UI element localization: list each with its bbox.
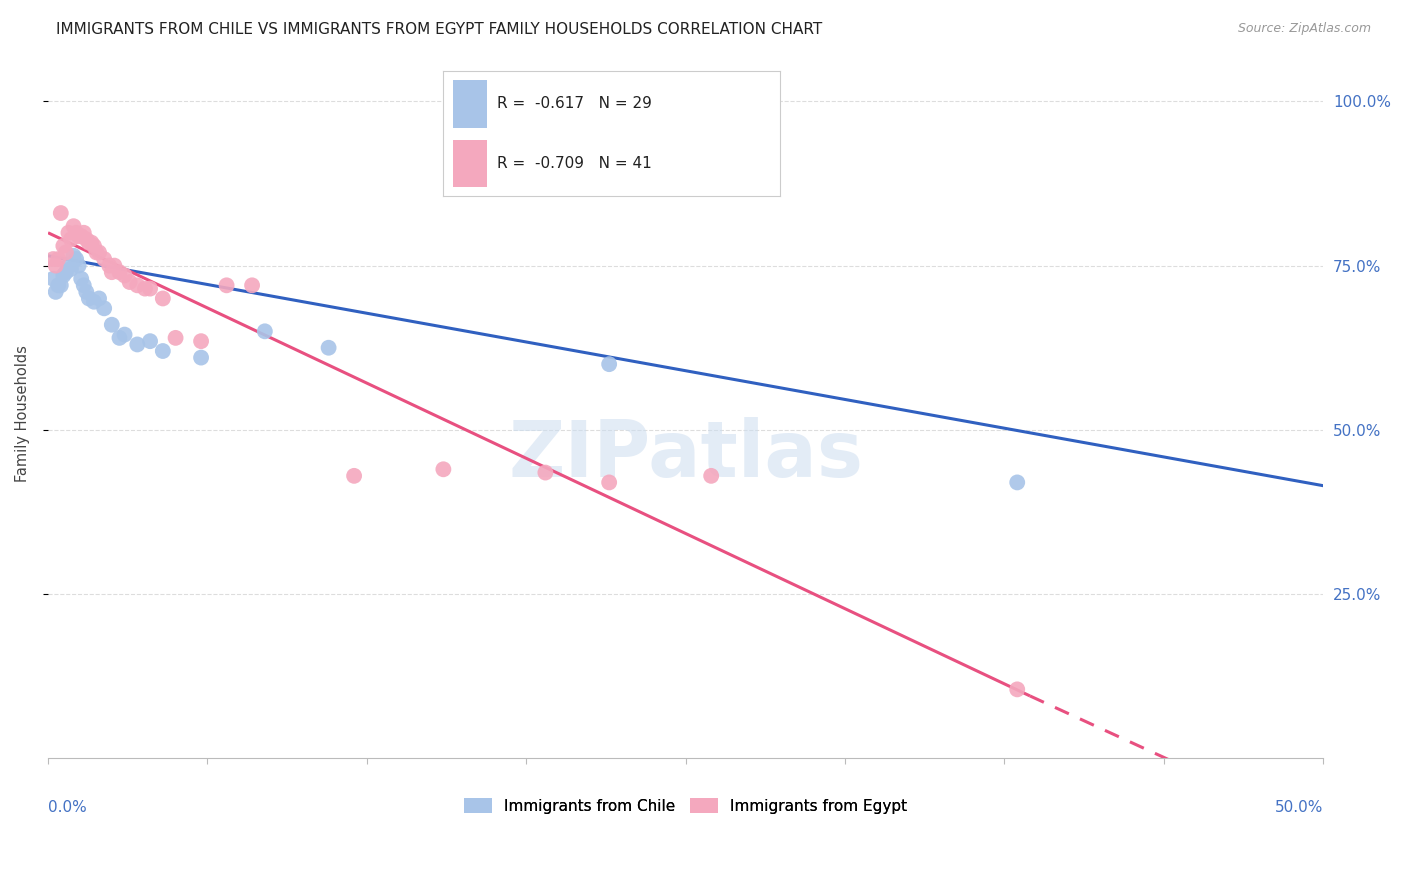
Point: [70, 229, 93, 244]
Point: [52, 239, 75, 253]
Point: [432, 462, 454, 476]
Point: [73, 278, 96, 293]
Point: [62, 249, 84, 263]
Point: [42, 272, 65, 286]
Point: [58, 259, 80, 273]
Text: 0.0%: 0.0%: [48, 800, 87, 814]
Point: [139, 334, 162, 348]
Point: [55, 245, 77, 260]
Point: [134, 282, 156, 296]
Point: [49, 278, 72, 293]
Point: [45, 259, 67, 273]
Point: [75, 285, 97, 299]
Point: [118, 275, 141, 289]
Text: 50.0%: 50.0%: [1275, 800, 1323, 814]
Legend: Immigrants from Chile, Immigrants from Egypt: Immigrants from Chile, Immigrants from E…: [458, 791, 914, 820]
Point: [65, 252, 87, 266]
Point: [83, 294, 105, 309]
Point: [77, 292, 100, 306]
Bar: [453, 140, 486, 187]
Point: [52, 268, 75, 283]
Point: [152, 344, 174, 359]
Point: [165, 331, 187, 345]
Point: [253, 324, 276, 338]
Point: [598, 475, 620, 490]
Point: [700, 468, 723, 483]
Point: [101, 265, 124, 279]
Text: R =  -0.617   N = 29: R = -0.617 N = 29: [496, 96, 652, 112]
Point: [598, 357, 620, 371]
Point: [83, 239, 105, 253]
Point: [103, 259, 125, 273]
Point: [77, 235, 100, 250]
Point: [108, 265, 131, 279]
Point: [93, 252, 115, 266]
Point: [190, 334, 212, 348]
Point: [1005, 682, 1028, 697]
Point: [98, 259, 121, 273]
Point: [60, 232, 83, 246]
Point: [127, 337, 149, 351]
Point: [46, 278, 69, 293]
Point: [60, 261, 83, 276]
Point: [93, 301, 115, 316]
Point: [73, 226, 96, 240]
Point: [49, 206, 72, 220]
Y-axis label: Family Households: Family Households: [15, 345, 30, 482]
Point: [101, 318, 124, 332]
Point: [87, 245, 110, 260]
Point: [58, 226, 80, 240]
Point: [114, 327, 136, 342]
Point: [62, 219, 84, 234]
Bar: [453, 80, 486, 128]
Point: [55, 265, 77, 279]
Point: [45, 285, 67, 299]
Point: [75, 232, 97, 246]
Point: [215, 278, 238, 293]
Point: [152, 292, 174, 306]
Point: [240, 278, 263, 293]
Point: [343, 468, 366, 483]
Point: [80, 235, 103, 250]
Point: [318, 341, 340, 355]
Text: IMMIGRANTS FROM CHILE VS IMMIGRANTS FROM EGYPT FAMILY HOUSEHOLDS CORRELATION CHA: IMMIGRANTS FROM CHILE VS IMMIGRANTS FROM…: [56, 22, 823, 37]
Point: [139, 282, 162, 296]
Point: [87, 292, 110, 306]
Point: [86, 245, 108, 260]
Text: ZIPatlas: ZIPatlas: [508, 417, 863, 492]
Point: [70, 272, 93, 286]
Point: [46, 252, 69, 266]
Text: R =  -0.709   N = 41: R = -0.709 N = 41: [496, 156, 651, 171]
Point: [114, 268, 136, 283]
Point: [1005, 475, 1028, 490]
Point: [108, 331, 131, 345]
Point: [65, 226, 87, 240]
Point: [42, 252, 65, 266]
Point: [67, 229, 90, 244]
Point: [190, 351, 212, 365]
Point: [534, 466, 557, 480]
Text: Source: ZipAtlas.com: Source: ZipAtlas.com: [1237, 22, 1371, 36]
Point: [67, 259, 90, 273]
Point: [127, 278, 149, 293]
